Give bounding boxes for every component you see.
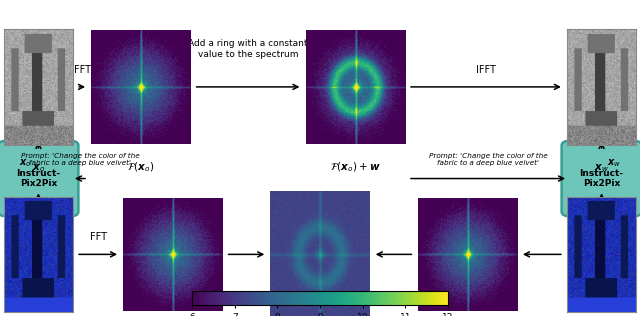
Text: FFT: FFT — [486, 232, 503, 242]
Text: $\mathcal{F}(\boldsymbol{x}_o)$: $\mathcal{F}(\boldsymbol{x}_o)$ — [127, 161, 154, 174]
Text: Add a ring with a constant
value to the spectrum: Add a ring with a constant value to the … — [188, 39, 308, 59]
Text: Instruct-
Pix2Pix: Instruct- Pix2Pix — [17, 169, 60, 188]
Text: Prompt: 'Change the color of the
fabric to a deep blue velvet': Prompt: 'Change the color of the fabric … — [20, 153, 140, 166]
Text: $\boldsymbol{x}_o$: $\boldsymbol{x}_o$ — [19, 158, 32, 169]
FancyBboxPatch shape — [0, 141, 79, 216]
Text: $\boldsymbol{x}_w$: $\boldsymbol{x}_w$ — [607, 158, 621, 169]
Text: FFT: FFT — [74, 64, 91, 75]
Text: Prompt: 'Change the color of the
fabric to a deep blue velvet': Prompt: 'Change the color of the fabric … — [429, 153, 547, 166]
FancyBboxPatch shape — [562, 141, 640, 216]
Text: Instruct-
Pix2Pix: Instruct- Pix2Pix — [580, 169, 623, 188]
Text: $\boldsymbol{x}_o$: $\boldsymbol{x}_o$ — [32, 162, 45, 174]
Text: IFFT: IFFT — [476, 64, 496, 75]
Text: FFT: FFT — [90, 232, 107, 242]
Text: $\mathcal{F}(\boldsymbol{x}_o) + \boldsymbol{w}$: $\mathcal{F}(\boldsymbol{x}_o) + \boldsy… — [330, 161, 381, 174]
Text: $\boldsymbol{x}_w$: $\boldsymbol{x}_w$ — [594, 162, 609, 174]
